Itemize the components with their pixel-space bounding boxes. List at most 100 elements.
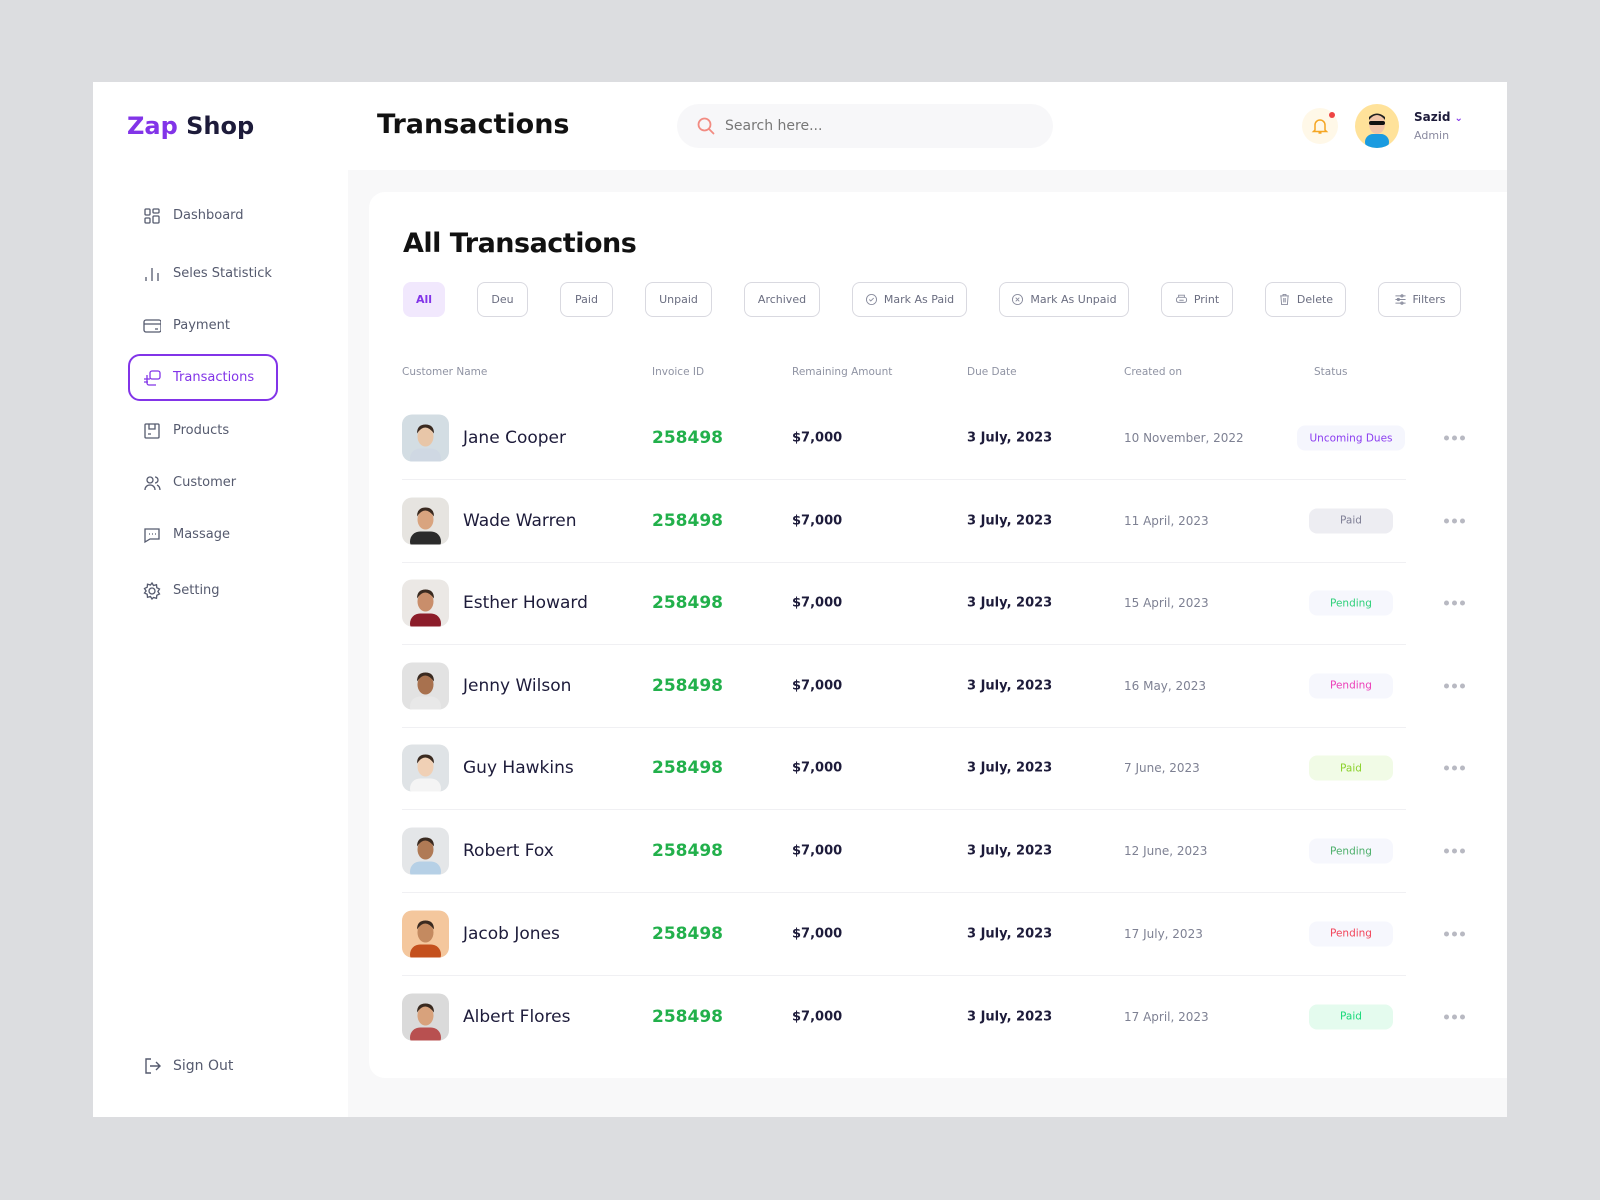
sidebar-item-payment[interactable]: Payment xyxy=(128,302,278,349)
invoice-id[interactable]: 258498 xyxy=(652,1006,723,1027)
table-row[interactable]: Guy Hawkins 258498 $7,000 3 July, 2023 7… xyxy=(402,727,1465,811)
table-row[interactable]: Jenny Wilson 258498 $7,000 3 July, 2023 … xyxy=(402,645,1465,728)
sidebar-item-setting[interactable]: Setting xyxy=(128,567,278,614)
invoice-id[interactable]: 258498 xyxy=(652,593,723,614)
table-row[interactable]: Jane Cooper 258498 $7,000 3 July, 2023 1… xyxy=(402,397,1465,480)
delete-button[interactable]: Delete xyxy=(1265,282,1346,317)
search-input[interactable] xyxy=(725,118,1025,134)
customer-name: Jenny Wilson xyxy=(463,675,572,696)
user-role: Admin xyxy=(1414,129,1450,142)
status-badge: Paid xyxy=(1309,508,1393,534)
check-circle-icon xyxy=(865,293,877,306)
invoice-id[interactable]: 258498 xyxy=(652,841,723,861)
main-area: All Transactions All Deu Paid Unpaid Archive… xyxy=(348,170,1507,1117)
customer-name: Guy Hawkins xyxy=(463,758,574,779)
due-date: 3 July, 2023 xyxy=(967,926,1053,942)
filter-all[interactable]: All xyxy=(403,282,445,317)
table-row[interactable]: Robert Fox 258498 $7,000 3 July, 2023 12… xyxy=(402,810,1465,893)
invoice-id[interactable]: 258498 xyxy=(652,758,723,779)
filters-button[interactable]: Filters xyxy=(1378,282,1461,317)
customer-name: Jane Cooper xyxy=(463,428,566,448)
invoice-id[interactable]: 258498 xyxy=(652,510,723,531)
print-button[interactable]: Print xyxy=(1161,282,1233,317)
message-icon xyxy=(144,527,160,543)
column-header: Due Date xyxy=(967,366,1017,378)
mark-as-paid-button[interactable]: Mark As Paid xyxy=(852,282,967,317)
status-badge: Pending xyxy=(1309,590,1393,616)
chevron-down-icon: ⌄ xyxy=(1454,113,1463,124)
table-row[interactable]: Wade Warren 258498 $7,000 3 July, 2023 1… xyxy=(402,480,1465,563)
grid-icon xyxy=(144,207,160,224)
customer-avatar xyxy=(402,414,449,462)
table-row[interactable]: Albert Flores 258498 $7,000 3 July, 2023… xyxy=(402,975,1465,1058)
table-row[interactable]: Esther Howard 258498 $7,000 3 July, 2023… xyxy=(402,562,1465,646)
gear-icon xyxy=(143,581,161,600)
search-icon xyxy=(697,117,715,135)
customer-name: Albert Flores xyxy=(463,1006,571,1027)
more-options-icon[interactable] xyxy=(1444,435,1465,441)
more-options-icon[interactable] xyxy=(1444,600,1465,606)
filter-deu[interactable]: Deu xyxy=(477,282,528,317)
customer-name: Esther Howard xyxy=(463,593,588,614)
page-title: Transactions xyxy=(377,109,570,140)
created-on: 10 November, 2022 xyxy=(1124,431,1244,445)
sidebar-item-dashboard[interactable]: Dashboard xyxy=(128,192,278,239)
due-date: 3 July, 2023 xyxy=(967,760,1053,776)
sign-out-button[interactable]: Sign Out xyxy=(128,1042,278,1089)
status-badge: Pending xyxy=(1309,838,1393,864)
customer-avatar xyxy=(402,827,449,875)
customer-name: Wade Warren xyxy=(463,510,577,531)
status-badge: Paid xyxy=(1309,755,1393,781)
sidebar-item-massage[interactable]: Massage xyxy=(128,511,278,558)
sidebar-item-customer[interactable]: Customer xyxy=(128,459,278,506)
invoice-id[interactable]: 258498 xyxy=(652,923,723,944)
search-bar[interactable] xyxy=(677,104,1053,148)
customer-name: Jacob Jones xyxy=(463,923,560,944)
transactions-icon xyxy=(144,369,161,386)
remaining-amount: $7,000 xyxy=(792,1009,843,1025)
bar-chart-icon xyxy=(145,267,159,281)
customer-avatar xyxy=(402,579,449,627)
column-header: Remaining Amount xyxy=(792,366,893,378)
due-date: 3 July, 2023 xyxy=(967,430,1053,446)
due-date: 3 July, 2023 xyxy=(967,595,1053,611)
sidebar-item-seles-statistick[interactable]: Seles Statistick xyxy=(128,250,278,297)
filter-paid[interactable]: Paid xyxy=(560,282,613,317)
more-options-icon[interactable] xyxy=(1444,683,1465,689)
box-icon xyxy=(144,422,160,439)
table-row[interactable]: Jacob Jones 258498 $7,000 3 July, 2023 1… xyxy=(402,893,1465,976)
remaining-amount: $7,000 xyxy=(792,678,843,694)
user-name: Sazid xyxy=(1414,110,1451,124)
more-options-icon[interactable] xyxy=(1444,931,1465,937)
more-options-icon[interactable] xyxy=(1444,848,1465,854)
avatar[interactable] xyxy=(1355,104,1399,148)
notification-button[interactable] xyxy=(1302,108,1338,144)
printer-icon xyxy=(1175,294,1187,303)
customer-avatar xyxy=(402,662,449,710)
user-menu[interactable]: Sazid ⌄ xyxy=(1414,110,1463,124)
mark-as-unpaid-button[interactable]: Mark As Unpaid xyxy=(999,282,1129,317)
more-options-icon[interactable] xyxy=(1444,765,1465,771)
created-on: 7 June, 2023 xyxy=(1124,761,1200,776)
invoice-id[interactable]: 258498 xyxy=(652,428,723,448)
remaining-amount: $7,000 xyxy=(792,513,843,529)
remaining-amount: $7,000 xyxy=(792,430,843,446)
bell-icon xyxy=(1311,119,1329,134)
remaining-amount: $7,000 xyxy=(792,843,843,859)
created-on: 12 June, 2023 xyxy=(1124,844,1208,858)
trash-icon xyxy=(1280,293,1289,306)
invoice-id[interactable]: 258498 xyxy=(652,675,723,696)
customer-avatar xyxy=(402,744,449,792)
more-options-icon[interactable] xyxy=(1444,1014,1465,1020)
users-icon xyxy=(144,475,161,490)
more-options-icon[interactable] xyxy=(1444,518,1465,524)
filter-archived[interactable]: Archived xyxy=(744,282,820,317)
sidebar-item-products[interactable]: Products xyxy=(128,407,278,454)
filter-unpaid[interactable]: Unpaid xyxy=(645,282,712,317)
customer-avatar xyxy=(402,993,449,1041)
created-on: 11 April, 2023 xyxy=(1124,513,1209,528)
column-header: Customer Name xyxy=(402,366,488,378)
column-header: Status xyxy=(1314,366,1348,378)
status-badge: Pending xyxy=(1309,921,1393,947)
sidebar-item-transactions[interactable]: Transactions xyxy=(128,354,278,401)
